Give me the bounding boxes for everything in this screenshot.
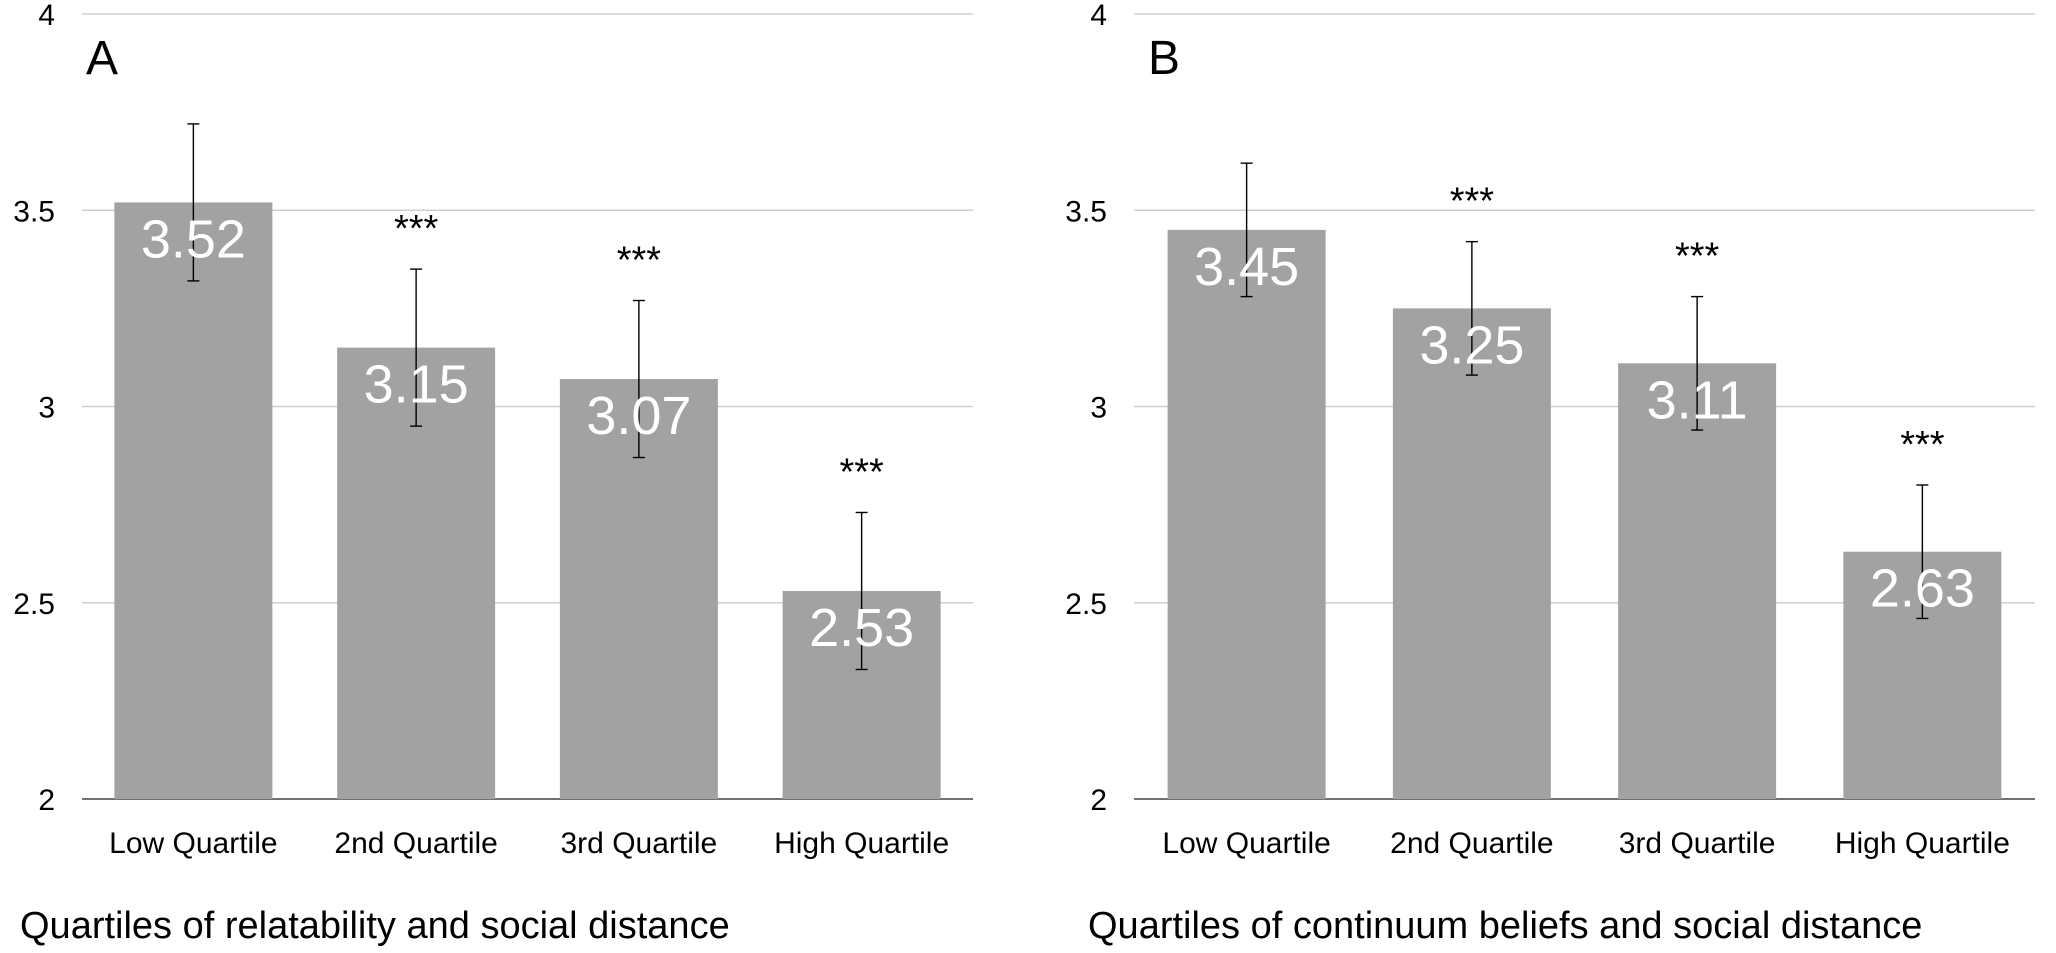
y-tick-label: 3.5 xyxy=(13,195,55,228)
panel-letter: A xyxy=(86,32,118,85)
significance-marker: *** xyxy=(617,240,662,282)
y-tick-label: 2.5 xyxy=(13,588,55,621)
y-tick-label: 2 xyxy=(38,784,55,817)
data-label: 3.07 xyxy=(586,386,691,446)
y-tick-label: 4 xyxy=(1090,0,1107,32)
bar xyxy=(1167,229,1326,799)
y-tick-label: 3 xyxy=(1090,392,1107,425)
y-tick-label: 2.5 xyxy=(1065,588,1107,621)
x-tick-label: Low Quartile xyxy=(1162,827,1330,860)
data-label: 2.53 xyxy=(809,598,914,658)
x-tick-label: 3rd Quartile xyxy=(561,827,718,860)
significance-marker: *** xyxy=(394,208,439,250)
x-tick-label: High Quartile xyxy=(1835,827,2010,860)
y-tick-label: 3 xyxy=(38,392,55,425)
x-tick-label: Low Quartile xyxy=(109,827,277,860)
x-tick-label: 3rd Quartile xyxy=(1619,827,1776,860)
y-tick-label: 4 xyxy=(38,0,55,32)
panel-b: B Quartiles of continuum beliefs and soc… xyxy=(1065,0,2035,947)
data-label: 3.45 xyxy=(1194,237,1299,297)
x-tick-label: 2nd Quartile xyxy=(334,827,497,860)
x-axis-label: Quartiles of relatability and social dis… xyxy=(20,905,730,947)
bar xyxy=(1392,308,1551,799)
bar xyxy=(1618,363,1777,799)
panel-letter: B xyxy=(1148,32,1180,85)
data-label: 3.11 xyxy=(1647,370,1748,430)
panel-a: A Quartiles of relatability and social d… xyxy=(13,0,973,947)
x-tick-label: 2nd Quartile xyxy=(1390,827,1553,860)
y-tick-label: 2 xyxy=(1090,784,1107,817)
y-tick-label: 3.5 xyxy=(1065,195,1107,228)
significance-marker: *** xyxy=(1450,181,1495,223)
data-label: 3.25 xyxy=(1419,315,1524,375)
bar xyxy=(114,202,273,799)
x-axis-label: Quartiles of continuum beliefs and socia… xyxy=(1088,905,1922,947)
data-label: 3.15 xyxy=(364,355,469,415)
data-label: 2.63 xyxy=(1870,559,1975,619)
significance-marker: *** xyxy=(839,451,884,493)
significance-marker: *** xyxy=(1675,236,1720,278)
data-label: 3.52 xyxy=(141,209,246,269)
x-tick-label: High Quartile xyxy=(774,827,949,860)
significance-marker: *** xyxy=(1900,424,1945,466)
